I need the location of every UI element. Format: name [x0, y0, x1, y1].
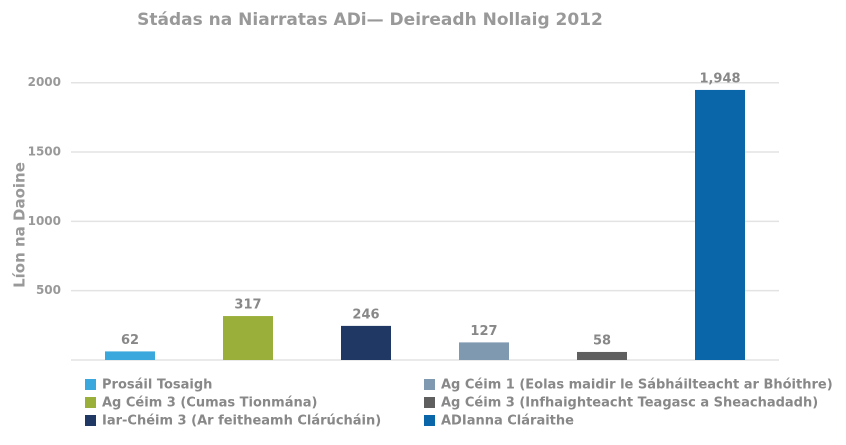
- legend-label: Ag Céim 3 (Infhaighteacht Teagasc a Shea…: [441, 396, 818, 411]
- bar: [577, 351, 627, 360]
- bar: [695, 89, 745, 360]
- legend-swatch: [85, 379, 96, 390]
- y-tick-label: 2000: [28, 75, 61, 89]
- legend-label: Ag Céim 3 (Cumas Tionmána): [102, 396, 317, 411]
- legend-swatch: [424, 397, 435, 408]
- data-label: 246: [352, 307, 379, 322]
- legend-swatch: [424, 415, 435, 426]
- y-tick-label: 1000: [28, 214, 61, 228]
- bar: [459, 342, 509, 360]
- data-label: 317: [234, 298, 261, 313]
- bar: [223, 316, 273, 360]
- legend-label: Ag Céim 1 (Eolas maidir le Sábháilteacht…: [441, 378, 833, 393]
- y-tick-label: 500: [36, 283, 61, 297]
- legend-swatch: [424, 379, 435, 390]
- y-tick-label: 1500: [28, 145, 61, 159]
- bar: [105, 351, 155, 360]
- legend-swatch: [85, 415, 96, 426]
- legend-label: Prosáil Tosaigh: [102, 378, 212, 393]
- y-axis-label: Líon na Daoine: [11, 162, 29, 288]
- chart-title: Stádas na Niarratas ADi— Deireadh Nollai…: [137, 10, 603, 30]
- legend-label: ADIanna Cláraithe: [441, 414, 574, 429]
- legend-label: Iar-Chéim 3 (Ar feitheamh Clárúcháin): [102, 414, 381, 429]
- data-label: 58: [593, 333, 611, 348]
- data-label: 62: [121, 333, 139, 348]
- legend-swatch: [85, 397, 96, 408]
- data-label: 1,948: [699, 71, 740, 86]
- data-label: 127: [470, 324, 497, 339]
- bar: [341, 325, 391, 360]
